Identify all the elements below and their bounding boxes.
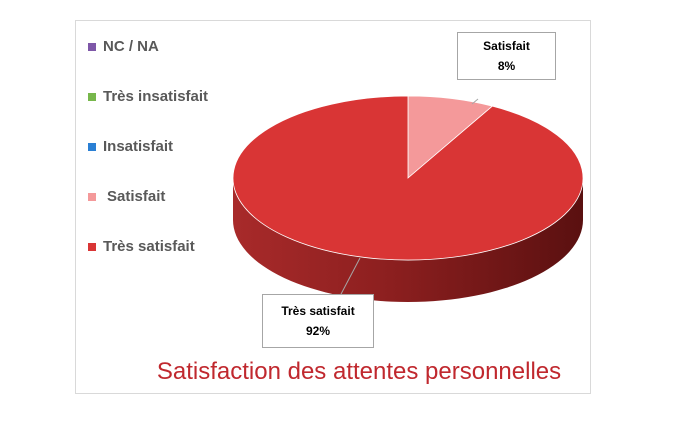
- legend-swatch-tres-insatisfait: [88, 92, 96, 101]
- leader-line-satisfait: [471, 98, 479, 105]
- legend-swatch-satisfait: [88, 192, 96, 201]
- data-label-tres-satisfait-percent: 92%: [305, 324, 331, 338]
- data-label-satisfait: Satisfait 8%: [457, 32, 556, 80]
- legend-item-tres-insatisfait: Très insatisfait: [88, 88, 208, 105]
- legend-label-nc-na: NC / NA: [103, 38, 159, 55]
- legend-label-insatisfait: Insatisfait: [103, 138, 174, 155]
- legend-item-insatisfait: Insatisfait: [88, 138, 173, 155]
- data-label-satisfait-category: Satisfait: [483, 39, 530, 53]
- legend-swatch-tres-satisfait: [88, 242, 96, 251]
- pie-side-tr-s-satisfait: [233, 178, 583, 302]
- legend-swatch-insatisfait: [88, 142, 96, 151]
- chart-title: Satisfaction des attentes personnelles: [156, 358, 562, 385]
- legend-label-satisfait: Satisfait: [107, 188, 166, 205]
- legend-item-tres-satisfait: Très satisfait: [88, 238, 195, 255]
- pie-slice-tr-s-satisfait: [232, 95, 584, 261]
- data-label-tres-satisfait-category: Très satisfait: [281, 304, 355, 318]
- legend-item-satisfait: Satisfait: [88, 188, 165, 205]
- leader-line-tres-satisfait: [339, 257, 361, 297]
- legend-item-nc-na: NC / NA: [88, 38, 159, 55]
- data-label-satisfait-percent: 8%: [497, 59, 516, 73]
- legend-label-tres-satisfait: Très satisfait: [103, 238, 195, 255]
- legend-label-tres-insatisfait: Très insatisfait: [103, 88, 209, 105]
- data-label-tres-satisfait: Très satisfait 92%: [262, 294, 374, 348]
- legend-swatch-nc-na: [88, 42, 96, 51]
